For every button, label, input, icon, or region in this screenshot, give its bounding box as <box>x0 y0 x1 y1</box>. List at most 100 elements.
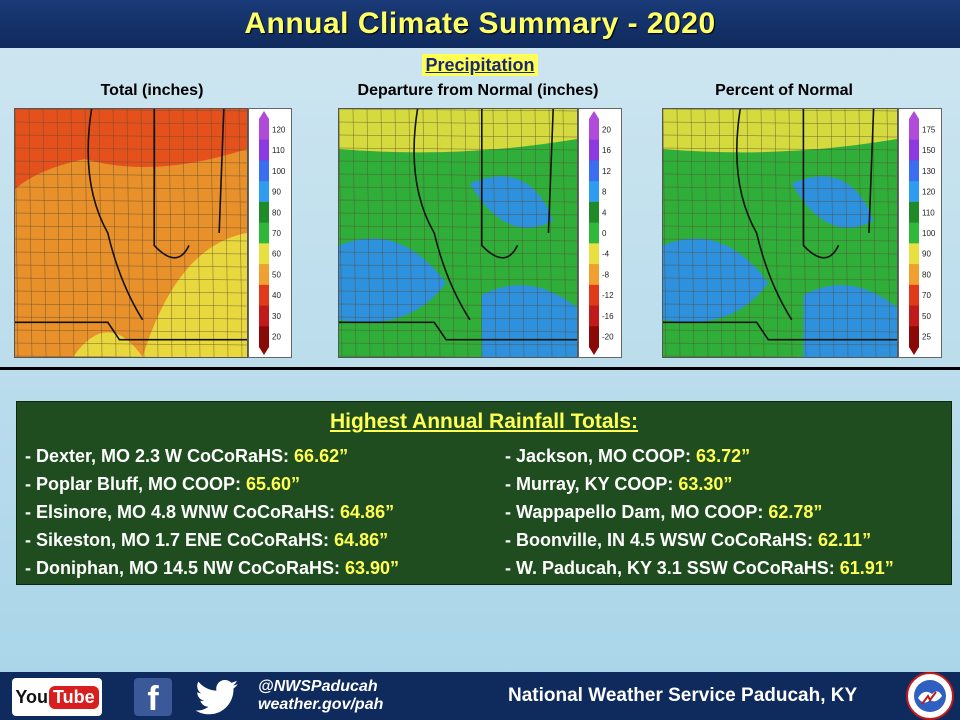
facebook-icon[interactable]: f <box>134 678 172 718</box>
rainfall-totals-box: Highest Annual Rainfall Totals: - Dexter… <box>16 401 952 585</box>
map-county-line <box>339 147 577 151</box>
map-county-line <box>339 329 577 333</box>
legend-color-band <box>259 243 269 265</box>
legend-arrow-top <box>259 111 269 119</box>
map-county-line <box>858 109 863 357</box>
map-state-border <box>802 109 840 259</box>
map-county-line <box>663 225 897 229</box>
legend-color-band <box>259 284 269 307</box>
map-county-line <box>394 109 399 357</box>
map-county-line <box>760 109 765 357</box>
legend-tick-label: 70 <box>922 291 931 300</box>
map-shaded-region <box>339 109 577 153</box>
map-county-line <box>112 109 117 357</box>
map-county-line <box>339 173 577 177</box>
map-county-line <box>774 109 779 357</box>
legend-color-band <box>259 305 269 327</box>
legend-arrow-top <box>589 111 599 119</box>
map-county-line <box>663 186 897 190</box>
legend-tick-label: 110 <box>922 208 935 217</box>
legend-arrow-bottom <box>589 347 599 355</box>
map-state-border <box>547 109 554 234</box>
rainfall-item: - Sikeston, MO 1.7 ENE CoCoRaHS: 64.86” <box>25 526 399 554</box>
legend-color-band <box>909 243 919 265</box>
map-county-line <box>663 134 897 138</box>
legend-tick-label: 12 <box>602 167 611 176</box>
map-county-line <box>492 109 497 357</box>
legend-tick-label: 4 <box>602 208 607 217</box>
rainfall-item: - Poplar Bluff, MO COOP: 65.60” <box>25 470 399 498</box>
map-county-line <box>816 109 821 357</box>
map-county-line <box>182 109 187 357</box>
map-county-line <box>663 355 804 357</box>
rainfall-item: - W. Paducah, KY 3.1 SSW CoCoRaHS: 61.91… <box>505 554 894 582</box>
legend-color-band <box>909 181 919 203</box>
map-county-line <box>352 109 357 357</box>
legend-tick-label: 175 <box>922 125 936 134</box>
map-state-border <box>481 109 519 259</box>
legend-tick-label: 25 <box>922 333 931 342</box>
map-county-line <box>15 251 247 255</box>
map-county-line <box>140 109 145 357</box>
twitter-icon[interactable] <box>192 678 242 716</box>
map-county-line <box>15 134 247 138</box>
panel-title-total: Total (inches) <box>100 82 204 99</box>
youtube-icon[interactable]: You Tube <box>12 678 102 716</box>
map-county-line <box>663 290 897 294</box>
map-county-line <box>339 199 577 203</box>
rainfall-item: - Elsinore, MO 4.8 WNW CoCoRaHS: 64.86” <box>25 498 399 526</box>
legend-color-band <box>259 201 269 224</box>
map-county-line <box>663 264 897 268</box>
map-state-border <box>87 109 144 321</box>
rainfall-value: 63.30” <box>678 474 733 494</box>
legend-color-band <box>909 119 919 141</box>
map-county-line <box>15 238 247 242</box>
map-county-line <box>339 186 577 190</box>
map-county-line <box>663 251 897 255</box>
map-departure <box>338 108 578 358</box>
legend-tick-label: -12 <box>602 291 614 300</box>
map-county-line <box>15 329 247 333</box>
rainfall-station: - Murray, KY COOP: <box>505 474 679 494</box>
map-county-line <box>830 109 835 357</box>
rainfall-item: - Wappapello Dam, MO COOP: 62.78” <box>505 498 894 526</box>
legend-tick-label: -16 <box>602 312 614 321</box>
twitter-handle[interactable]: @NWSPaducah <box>258 678 378 695</box>
map-county-line <box>339 160 577 164</box>
legend-color-band <box>259 326 269 348</box>
map-county-line <box>663 109 897 112</box>
legend-tick-label: 90 <box>922 250 931 259</box>
legend-color-band <box>259 160 269 182</box>
rainfall-station: - Elsinore, MO 4.8 WNW CoCoRaHS: <box>25 502 341 522</box>
map-county-line <box>196 109 201 357</box>
map-county-line <box>339 303 577 307</box>
map-county-line <box>534 109 539 357</box>
legend-color-band <box>589 264 599 286</box>
rainfall-value: 63.72” <box>696 446 751 466</box>
legend-tick-label: 30 <box>272 312 281 321</box>
map-state-border <box>736 109 793 321</box>
map-county-line <box>15 290 247 294</box>
map-county-line <box>663 329 897 333</box>
legend-color-band <box>589 284 599 307</box>
legend-color-band <box>589 119 599 141</box>
website-link[interactable]: weather.gov/pah <box>258 696 384 713</box>
rainfall-value: 61.91” <box>839 558 894 578</box>
legend-tick-label: 20 <box>602 125 611 134</box>
legend-departure: 20 16 12 8 4 0 -4 -8 -12 -16 -20 <box>578 108 622 358</box>
office-name: National Weather Service Paducah, KY <box>508 685 858 706</box>
map-county-line <box>15 277 247 281</box>
rainfall-station: - Doniphan, MO 14.5 NW CoCoRaHS: <box>25 558 346 578</box>
legend-color-band <box>259 264 269 286</box>
map-county-line <box>663 199 897 203</box>
legend-color-band <box>589 326 599 348</box>
map-county-line <box>15 121 247 125</box>
map-shaded-region <box>791 176 874 228</box>
legend-tick-label: 120 <box>922 188 936 197</box>
legend-color-band <box>909 326 919 348</box>
rainfall-value: 64.86” <box>340 502 395 522</box>
map-county-line <box>15 264 247 268</box>
legend-color-band <box>259 181 269 203</box>
legend-tick-label: 50 <box>922 312 931 321</box>
map-county-line <box>339 277 577 281</box>
